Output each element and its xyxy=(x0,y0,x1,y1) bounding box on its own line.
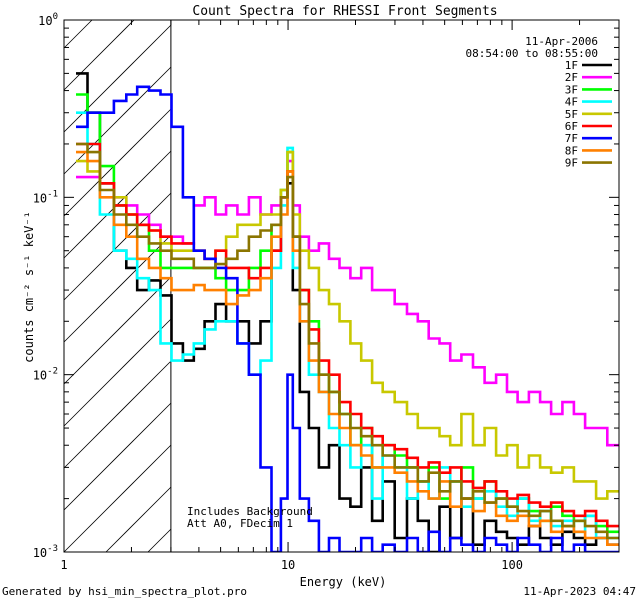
legend-label-3F: 3F xyxy=(565,83,578,96)
hatch-line xyxy=(63,318,172,427)
hatch-line xyxy=(63,360,172,469)
series-3F-line xyxy=(76,93,619,534)
x-axis-label: Energy (keV) xyxy=(300,575,387,589)
x-tick-label: 100 xyxy=(501,558,523,572)
y-tick-label: 10-3 xyxy=(33,544,58,560)
legend-label-2F: 2F xyxy=(565,71,578,84)
legend-label-5F: 5F xyxy=(565,108,578,121)
y-tick-label: 10-2 xyxy=(33,367,58,383)
hatch-line xyxy=(63,24,172,133)
hatch-line xyxy=(105,486,172,553)
x-tick-label: 1 xyxy=(60,558,67,572)
series-9F-line xyxy=(76,142,619,540)
date-label: 11-Apr-2006 xyxy=(525,35,598,48)
hatch-line xyxy=(63,444,172,553)
footer-timestamp: 11-Apr-2023 04:47 xyxy=(523,585,636,598)
series-7F-line xyxy=(76,85,619,552)
time-range-label: 08:54:00 to 08:55:00 xyxy=(466,47,598,60)
legend-label-7F: 7F xyxy=(565,132,578,145)
series-group xyxy=(76,72,619,552)
footer-generated-by: Generated by hsi_min_spectra_plot.pro xyxy=(2,585,247,598)
plot-frame xyxy=(63,19,620,553)
series-8F-line xyxy=(76,150,619,546)
annotation-background: Includes Background xyxy=(187,505,313,518)
hatch-line xyxy=(63,66,172,175)
x-tick-label: 10 xyxy=(281,558,295,572)
hatch-line xyxy=(63,276,172,385)
series-6F-line xyxy=(76,142,619,528)
hatch-line xyxy=(63,19,93,49)
legend-label-8F: 8F xyxy=(565,144,578,157)
chart-title: Count Spectra for RHESSI Front Segments xyxy=(192,4,497,19)
legend-label-1F: 1F xyxy=(565,59,578,72)
hatch-line xyxy=(63,108,172,217)
series-5F-line xyxy=(76,150,619,500)
hatch-line xyxy=(63,402,172,511)
annotation-attenuator: Att A0, FDecim 1 xyxy=(187,517,293,530)
series-4F-line xyxy=(76,111,619,540)
series-1F-line xyxy=(76,72,619,552)
hatch-line xyxy=(63,19,135,91)
axes-group: 1 10 100 100 10-1 10-2 10-3 xyxy=(33,12,620,572)
y-tick-label: 100 xyxy=(38,12,58,28)
legend-label-6F: 6F xyxy=(565,120,578,133)
excluded-energy-hatch xyxy=(63,19,172,553)
hatch-line xyxy=(63,192,172,301)
y-tick-label: 10-1 xyxy=(33,189,58,205)
y-axis-label: counts cm⁻² s⁻¹ keV⁻¹ xyxy=(22,211,36,363)
legend-label-4F: 4F xyxy=(565,96,578,109)
legend-label-9F: 9F xyxy=(565,157,578,170)
hatch-line xyxy=(147,528,172,553)
hatch-line xyxy=(63,234,172,343)
